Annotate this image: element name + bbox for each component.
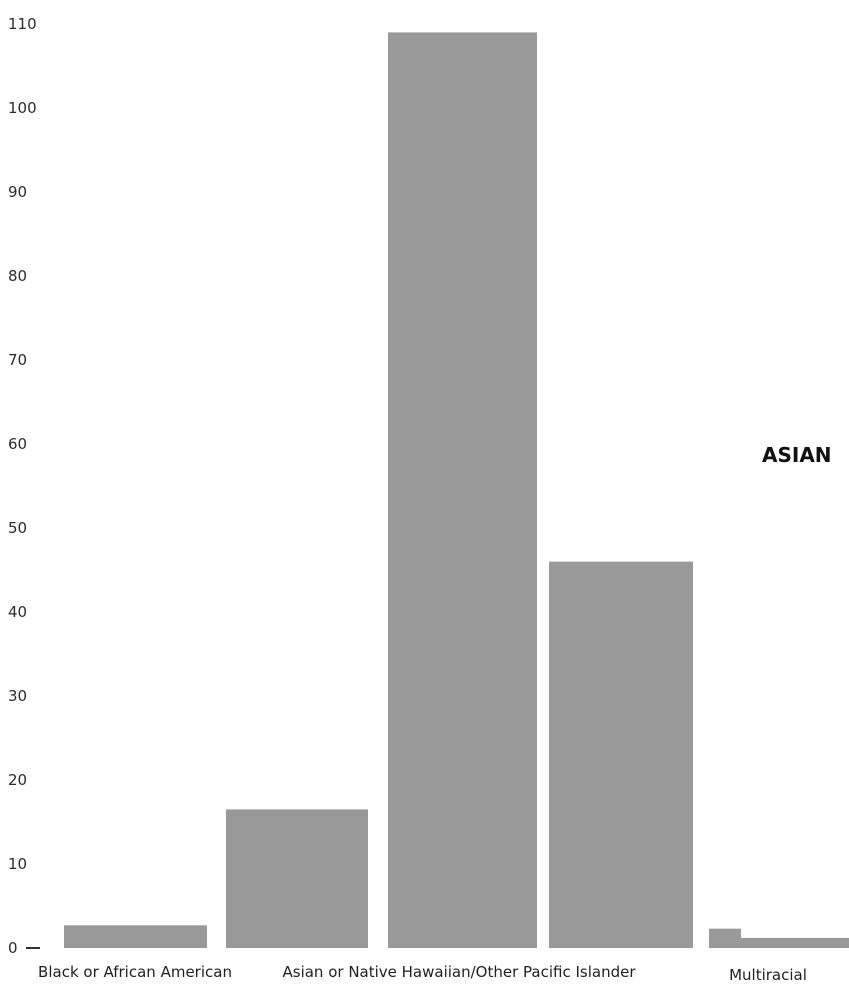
y-tick-label: 40 — [8, 603, 27, 621]
y-axis: 0 10 20 30 40 50 60 70 80 90 100 110 — [8, 15, 40, 957]
x-label-multiracial: Multiracial — [729, 966, 807, 984]
y-tick-label: 80 — [8, 267, 27, 285]
x-label-black-or-african-american: Black or African American — [38, 963, 232, 981]
y-tick-label: 90 — [8, 183, 27, 201]
bar-4 — [549, 561, 693, 948]
y-tick-label: 20 — [8, 771, 27, 789]
bar-black-or-african-american — [64, 925, 207, 948]
y-tick-label: 0 — [8, 939, 18, 957]
x-label-asian-or-native-hawaiian: Asian or Native Hawaiian/Other Pacific I… — [283, 963, 637, 981]
y-tick-label: 10 — [8, 855, 27, 873]
bar-extra-right — [741, 937, 849, 948]
y-tick-label: 50 — [8, 519, 27, 537]
bars — [64, 32, 849, 948]
y-tick-label: 30 — [8, 687, 27, 705]
y-tick-label: 70 — [8, 351, 27, 369]
side-label-asian: ASIAN — [762, 443, 832, 467]
y-tick-label: 60 — [8, 435, 27, 453]
y-tick-label: 110 — [8, 15, 37, 33]
bar-3 — [388, 32, 537, 948]
bar-multiracial — [709, 928, 741, 948]
bar-2 — [226, 809, 368, 948]
y-tick-label: 100 — [8, 99, 37, 117]
